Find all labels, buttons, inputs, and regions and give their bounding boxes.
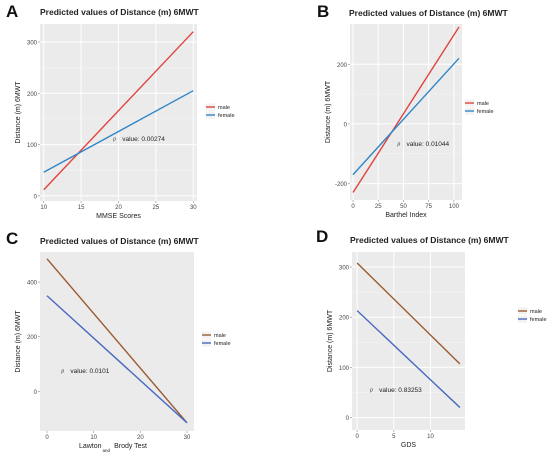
series-line-female [46,295,188,424]
p-value-label: value: 0.83253 [379,387,422,394]
x-tick-label: 25 [375,204,382,210]
series-line-female [352,57,460,176]
x-tick-label: 20 [115,205,122,211]
plot-background [352,252,465,430]
x-tick-label: 30 [190,205,197,211]
x-axis-label: LawtonandBrody Test [79,443,147,453]
series-line-male [43,31,194,191]
p-label: p [60,368,64,374]
x-tick-label: 25 [153,205,160,211]
series-line-male [46,258,188,424]
chart-title: Predicted values of Distance (m) 6MWT [40,7,200,17]
x-tick-label: 0 [355,434,359,440]
legend-label-female: female [214,341,231,347]
x-axis-label: Barthel Index [385,212,427,219]
y-tick-label: 200 [337,63,348,69]
x-tick-label: 10 [90,435,97,441]
y-tick-label: 300 [339,266,350,272]
y-tick-label: 0 [344,122,348,128]
y-tick-label: 400 [27,281,38,287]
legend-label-female: female [218,113,235,119]
x-axis-label: GDS [401,442,417,449]
y-tick-label: 200 [339,316,350,322]
y-tick-label: 100 [339,366,350,372]
y-axis-label: Distance (m) 6MWT [325,80,332,143]
panel-letter-b: B [317,2,330,21]
y-tick-label: 0 [34,390,38,396]
y-tick-label: 200 [27,92,38,98]
x-tick-label: 75 [425,204,432,210]
legend-label-female: female [477,109,494,115]
y-axis-label: Distance (m) 6MWT [15,310,22,373]
x-tick-label: 10 [40,205,47,211]
chart-title: Predicted values of Distance (m) 6MWT [349,8,509,18]
legend-label-male: male [477,101,489,107]
series-line-female [43,90,194,173]
series-line-male [352,26,460,193]
y-tick-label: 300 [27,40,38,46]
y-tick-label: 0 [346,416,350,422]
x-tick-label: 100 [449,204,460,210]
series-line-male [356,262,461,365]
chart-title: Predicted values of Distance (m) 6MWT [40,236,200,246]
y-tick-label: 0 [34,194,38,200]
legend-label-male: male [218,105,230,111]
chart-title: Predicted values of Distance (m) 6MWT [350,235,510,245]
y-axis-label: Distance (m) 6MWT [327,309,334,372]
p-label: p [397,142,401,148]
x-tick-label: 0 [45,435,49,441]
x-tick-label: 0 [351,204,355,210]
p-label: p [369,387,373,393]
x-tick-label: 10 [427,434,434,440]
y-axis-label: Distance (m) 6MWT [15,81,22,144]
p-value-label: value: 0.01044 [407,141,450,148]
p-label: p [112,136,116,142]
x-tick-label: 20 [137,435,144,441]
chart-d: Predicted values of Distance (m) 6MWT 0 10… [327,235,547,449]
y-tick-label: -200 [335,182,348,188]
y-tick-label: 200 [27,335,38,341]
legend-label-female: female [530,317,547,323]
legend-label-male: male [530,309,542,315]
x-tick-label: 5 [392,434,396,440]
x-tick-label: 50 [400,204,407,210]
p-value-label: value: 0.0101 [70,368,109,375]
x-tick-label: 30 [184,435,191,441]
plot-background [350,24,462,200]
chart-a: Predicted values of Distance (m) 6MWT010… [15,7,235,220]
chart-b: Predicted values of Distance (m) 6MWT -20… [325,8,509,219]
panel-letter-c: C [6,229,19,248]
x-tick-label: 15 [78,205,85,211]
legend-label-male: male [214,333,226,339]
p-value-label: value: 0.00274 [122,136,165,143]
chart-c: Predicted values of Distance (m) 6MWT 0 20… [15,236,231,453]
series-line-female [356,310,461,408]
panel-letter-d: D [316,227,329,246]
y-tick-label: 100 [27,143,38,149]
panel-letter-a: A [6,2,19,21]
x-axis-label: MMSE Scores [96,213,141,220]
